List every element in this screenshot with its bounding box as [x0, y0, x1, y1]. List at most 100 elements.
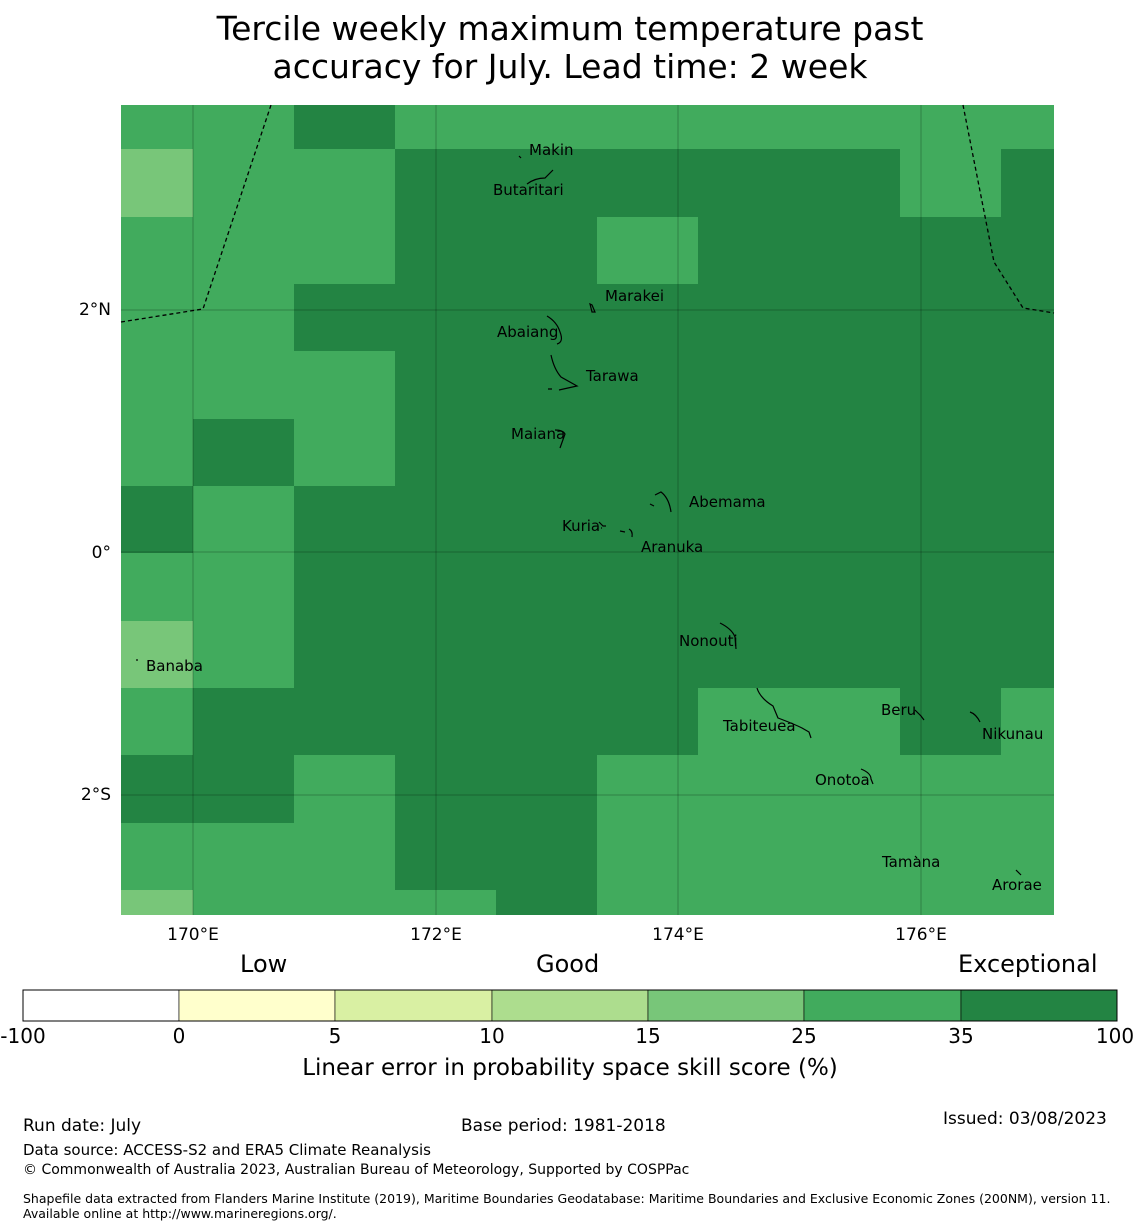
grid-cell [900, 755, 1001, 823]
grid-cell [799, 688, 900, 755]
island-label-tabiteuea: Tabiteuea [722, 717, 796, 735]
grid-cell [395, 486, 496, 553]
outline-makin [518, 155, 522, 159]
outline-tabiteuea [756, 687, 812, 739]
grid-cell [597, 217, 698, 284]
island-label-makin: Makin [529, 141, 574, 159]
colorbar-segment [960, 989, 1118, 1022]
eez-line-east [962, 104, 1055, 314]
colorbar-tick-5: 5 [328, 1024, 342, 1048]
grid-cell [294, 890, 395, 915]
grid-cell [1001, 217, 1054, 284]
grid-cell [900, 553, 1001, 621]
grid-cell [1001, 149, 1054, 217]
grid-cell [121, 217, 193, 284]
colorbar [22, 989, 1118, 1022]
grid-cell [121, 149, 193, 217]
grid-cell [698, 105, 799, 149]
grid-cell [698, 284, 799, 351]
skill-grid [121, 105, 1054, 915]
grid-cell [496, 105, 597, 149]
island-label-beru: Beru [881, 701, 916, 719]
colorbar-segment [491, 989, 649, 1022]
lon-tick-176e: 176°E [895, 925, 947, 945]
grid-cell [900, 419, 1001, 486]
grid-cell [294, 823, 395, 890]
colorbar-frame [22, 989, 1118, 1022]
outline-onotoa [860, 768, 874, 785]
grid-cell [193, 284, 294, 351]
grid-cell [597, 351, 698, 419]
issued-date: Issued: 03/08/2023 [943, 1109, 1107, 1129]
grid-cell [395, 890, 496, 915]
grid-cell [496, 351, 597, 419]
grid-cell [799, 419, 900, 486]
grid-cell [900, 149, 1001, 217]
colorbar-segment [647, 989, 805, 1022]
grid-cell [1001, 890, 1054, 915]
grid-cell [496, 890, 597, 915]
outline-kuria [598, 521, 606, 529]
grid-cell [193, 621, 294, 688]
grid-cell [193, 149, 294, 217]
grid-cell [900, 284, 1001, 351]
grid-cell [294, 755, 395, 823]
grid-cell [193, 755, 294, 823]
grid-cell [1001, 105, 1054, 149]
lon-tick-172e: 172°E [410, 925, 462, 945]
grid-cell [193, 217, 294, 284]
grid-cell [121, 621, 193, 688]
chart-title: Tercile weekly maximum temperature past … [0, 10, 1140, 86]
grid-cell [395, 419, 496, 486]
outline-butaritari [526, 169, 554, 185]
grid-cell [193, 890, 294, 915]
grid-cell [900, 217, 1001, 284]
island-label-butaritari: Butaritari [493, 181, 564, 199]
outline-aranuka [619, 528, 633, 538]
grid-cell [900, 890, 1001, 915]
eez-boundary [120, 104, 1055, 323]
grid-cell [698, 486, 799, 553]
grid-cell [294, 351, 395, 419]
colorbar-tick-25: 25 [791, 1024, 817, 1048]
grid-cell [698, 351, 799, 419]
legend-word-low: Low [240, 950, 288, 978]
grid-cell [395, 755, 496, 823]
grid-cell [294, 284, 395, 351]
grid-cell [395, 553, 496, 621]
graticule [121, 105, 1054, 915]
outline-arorae [1015, 869, 1022, 876]
colorbar-tick-35: 35 [948, 1024, 974, 1048]
outline-beru [914, 709, 925, 721]
grid-cell [799, 351, 900, 419]
island-label-tarawa: Tarawa [585, 367, 639, 385]
grid-cell [294, 105, 395, 149]
island-label-nikunau: Nikunau [982, 725, 1043, 743]
grid-cell [597, 688, 698, 755]
grid-cell [496, 149, 597, 217]
legend-word-good: Good [536, 950, 600, 978]
grid-cell [395, 621, 496, 688]
grid-cell [597, 486, 698, 553]
colorbar-tick-100: 100 [1095, 1024, 1135, 1048]
grid-cell [1001, 688, 1054, 755]
grid-cell [121, 419, 193, 486]
grid-cell [395, 688, 496, 755]
island-label-arorae: Arorae [992, 876, 1042, 894]
grid-cell [698, 688, 799, 755]
grid-cell [496, 217, 597, 284]
shapefile-credit: Shapefile data extracted from Flanders M… [23, 1191, 1111, 1221]
island-label-onotoa: Onotoa [815, 771, 870, 789]
grid-cell [1001, 621, 1054, 688]
grid-cell [294, 688, 395, 755]
grid-cell [799, 755, 900, 823]
colorbar-tick-0: 0 [172, 1024, 186, 1048]
outline-maiana [554, 429, 566, 449]
grid-cell [1001, 553, 1054, 621]
grid-cell [799, 823, 900, 890]
title-line-1: Tercile weekly maximum temperature past [216, 9, 924, 48]
island-label-maiana: Maiana [511, 425, 565, 443]
grid-cell [597, 105, 698, 149]
grid-cell [698, 890, 799, 915]
grid-cell [597, 890, 698, 915]
